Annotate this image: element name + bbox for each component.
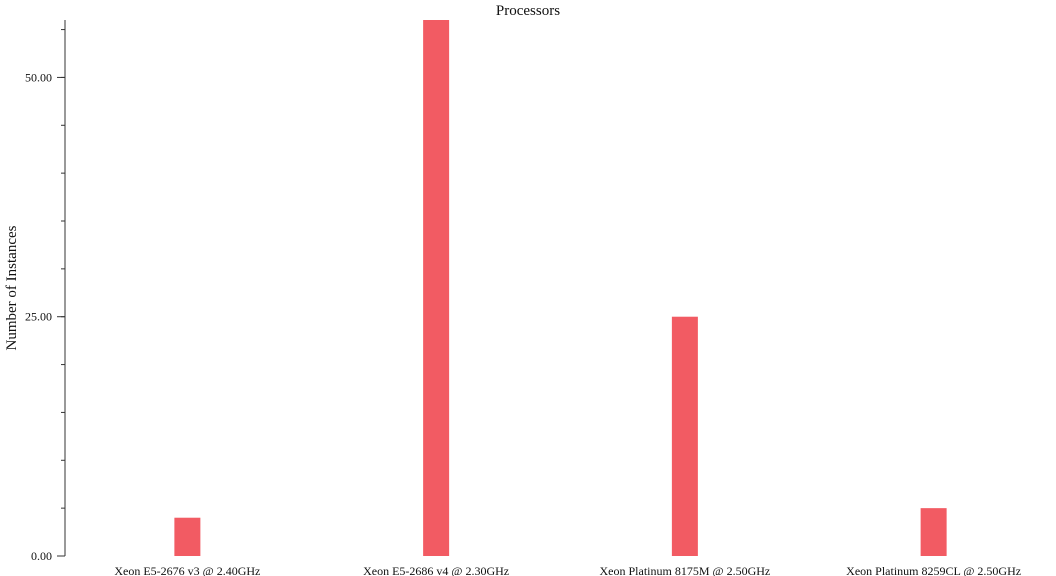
- bar: [920, 508, 947, 556]
- x-category-label: Xeon Platinum 8175M @ 2.50GHz: [600, 564, 771, 576]
- y-tick-label: 50.00: [25, 70, 52, 84]
- chart-title: Processors: [496, 3, 560, 19]
- y-axis-ticks: 0.00 25.00 50.00: [25, 29, 65, 563]
- bar: [423, 20, 450, 556]
- x-category-label: Xeon E5-2676 v3 @ 2.40GHz: [114, 564, 260, 576]
- x-category-label: Xeon Platinum 8259CL @ 2.50GHz: [846, 564, 1021, 576]
- x-axis-category-labels: Xeon E5-2676 v3 @ 2.40GHz Xeon E5-2686 v4…: [114, 564, 1021, 576]
- y-axis-label: Number of Instances: [4, 225, 20, 350]
- x-category-label: Xeon E5-2686 v4 @ 2.30GHz: [363, 564, 509, 576]
- bars: [174, 20, 947, 556]
- y-tick-label: 25.00: [25, 310, 52, 324]
- bar: [671, 316, 698, 556]
- bar: [174, 517, 201, 556]
- y-tick-label: 0.00: [31, 549, 52, 563]
